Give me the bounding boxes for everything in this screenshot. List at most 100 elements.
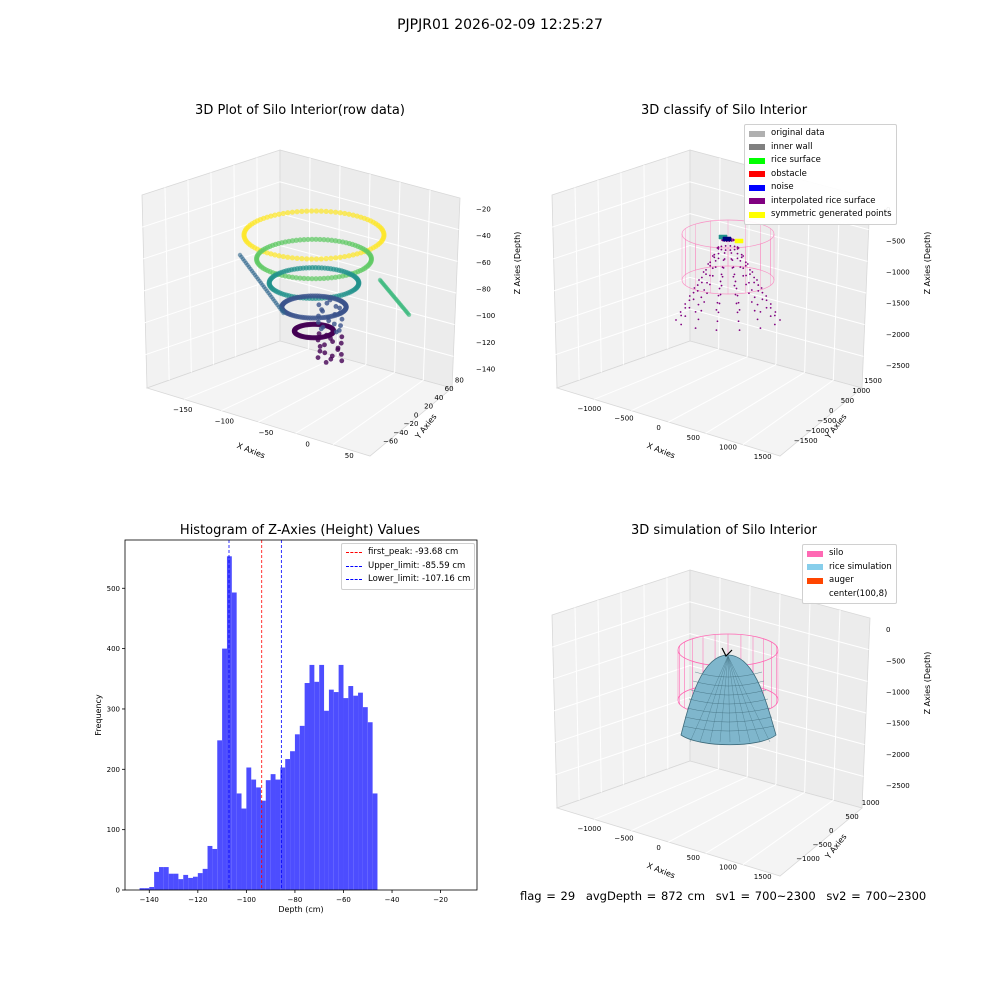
panel2-interpolated-point (706, 281, 708, 284)
histogram-bar (265, 780, 271, 890)
panel2-interpolated-point (750, 301, 753, 303)
panel2-cluster-point (740, 238, 744, 242)
panel1-data-point (337, 310, 343, 316)
panel1-data-point (294, 255, 300, 261)
panel2-interpolated-point (714, 266, 717, 268)
panel1-data-point (339, 316, 345, 322)
panel2-grid-line (689, 308, 864, 357)
histogram-x-axis-label: Depth (cm) (278, 905, 323, 914)
panel2-z-tick-label: −2000 (886, 331, 910, 339)
histogram-bar (367, 722, 373, 890)
panel1-data-point (320, 308, 325, 314)
panel1-data-point (297, 275, 303, 281)
histogram-bar (328, 689, 334, 890)
panel2-z-tick-label: −1500 (886, 300, 910, 308)
histogram-legend-item: Upper_limit: -85.59 cm (346, 560, 470, 574)
histogram-bar (290, 751, 295, 890)
panel2-interpolated-point (736, 248, 739, 250)
panel2-legend-item: interpolated rice surface (749, 195, 892, 209)
panel1-data-point (285, 210, 291, 216)
panel1-data-point (356, 279, 362, 285)
histogram-y-tick-label: 400 (107, 645, 120, 653)
panel1-data-point (339, 334, 345, 340)
histogram-bar (241, 808, 247, 890)
panel1-data-point (332, 274, 339, 280)
histogram-bar (333, 692, 339, 890)
panel2-interpolated-point (757, 284, 760, 286)
histogram-y-tick-label: 0 (116, 887, 120, 895)
panel1-y-tick-label: 60 (445, 385, 454, 393)
panel1-data-point (328, 255, 334, 261)
panel2-y-tick-label: 1500 (864, 377, 882, 385)
histogram-bar (217, 740, 223, 890)
panel4-rice-mesh-line (727, 655, 761, 743)
panel2-legend: original data inner wall rice surface obsta… (744, 124, 897, 225)
panel4-title: 3D simulation of Silo Interior (631, 523, 817, 538)
histogram-bar (197, 873, 203, 890)
panel1-data-point (272, 212, 278, 218)
panel2-interpolated-point (774, 311, 777, 313)
panel2-interpolated-point (748, 281, 750, 284)
panel2-interpolated-point (738, 308, 741, 311)
histogram-bar (348, 686, 354, 890)
panel2-interpolated-point (697, 318, 700, 321)
panel4-z-tick-label: −500 (886, 657, 905, 665)
panel1-y-tick-label: −40 (393, 429, 408, 437)
panel2-title: 3D classify of Silo Interior (640, 103, 808, 118)
panel2-interpolated-point (721, 275, 724, 278)
panel2-interpolated-point (736, 311, 739, 314)
histogram-bar (158, 867, 164, 890)
panel2-z-axis-label: Z Axies (Depth) (923, 232, 932, 295)
histogram-bar (202, 868, 208, 890)
panel2-y-tick-label: 0 (829, 407, 833, 415)
panel2-cluster-point (728, 238, 732, 242)
panel1-data-point (315, 355, 321, 360)
panel1-data-point (315, 320, 321, 325)
histogram-y-tick-label: 300 (107, 705, 120, 713)
panel2-interpolated-point (739, 260, 742, 262)
panel2-x-tick-label: 0 (656, 424, 660, 432)
panel1-grid-line (183, 348, 309, 400)
panel1-data-point (328, 356, 334, 362)
panel4-x-tick-label: −1000 (577, 825, 601, 833)
panel2-interpolated-point (730, 258, 733, 260)
panel4-y-tick-label: 1000 (862, 799, 880, 807)
panel2-z-tick-label: −2500 (886, 362, 910, 370)
panel2-interpolated-point (732, 266, 735, 269)
panel2-interpolated-point (719, 293, 722, 296)
panel2-interpolated-point (733, 245, 736, 248)
histogram-bar (358, 692, 363, 890)
histogram-bar (226, 556, 232, 890)
panel1-grid-line (295, 371, 395, 434)
panel2-interpolated-point (735, 302, 738, 305)
panel3-title: Histogram of Z-Axies (Height) Values (179, 523, 421, 538)
panel1-data-point (331, 321, 337, 327)
panel2-interpolated-point (702, 271, 705, 273)
panel2-interpolated-point (700, 281, 703, 284)
panel2-interpolated-point (730, 252, 733, 254)
panel1-data-point (323, 208, 329, 214)
panel2-interpolated-point (688, 295, 691, 297)
panel1-data-point (313, 256, 320, 262)
panel2-interpolated-point (717, 252, 720, 255)
histogram-bar (144, 888, 150, 890)
panel2-interpolated-point (706, 292, 708, 295)
panel2-interpolated-point (692, 291, 695, 294)
panel2-interpolated-point (711, 274, 714, 277)
panel2-interpolated-point (703, 289, 706, 291)
panel2-legend-item: symmetric generated points (749, 208, 892, 222)
panel4-legend-item: rice simulation (807, 561, 892, 575)
panel2-interpolated-point (717, 311, 720, 314)
sv1-value: sv1 = 700~2300 (715, 889, 816, 903)
histogram-bar (353, 695, 359, 890)
histogram-bar (222, 648, 227, 890)
panel1-data-point (316, 331, 322, 336)
panel1-data-point (308, 256, 315, 262)
panel2-z-tick-label: −1000 (886, 269, 910, 277)
panel2-cluster-point (740, 240, 744, 244)
panel1-data-point (293, 275, 299, 281)
panel4-rice-mesh-line (727, 655, 771, 743)
panel2-z-tick-label: −500 (886, 237, 905, 245)
histogram-bar (275, 779, 281, 890)
panel1-data-point (337, 210, 343, 216)
